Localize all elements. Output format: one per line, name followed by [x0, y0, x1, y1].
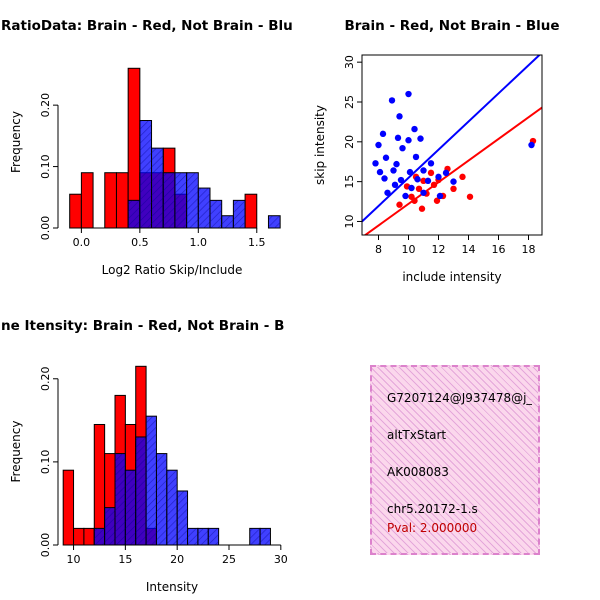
intensity-scatter-panel: 8 10 12 14 16 18 10 15 20 25 30 include intensity sk… — [300, 0, 600, 300]
svg-text:0.00: 0.00 — [39, 533, 52, 558]
svg-text:15: 15 — [343, 175, 356, 189]
svg-text:include intensity: include intensity — [402, 270, 501, 284]
svg-text:0.10: 0.10 — [39, 154, 52, 179]
svg-text:0.10: 0.10 — [39, 450, 52, 475]
svg-text:ne Itensity: Brain - Red, Not: ne Itensity: Brain - Red, Not Brain - B — [1, 318, 284, 334]
svg-text:Log2 Ratio Skip/Include: Log2 Ratio Skip/Include — [102, 263, 243, 277]
gene-info-panel: G7207124@J937478@j_ altTxStart AK008083 … — [300, 300, 600, 600]
gene-id-text: G7207124@J937478@j_ — [387, 391, 532, 405]
accession-text: AK008083 — [387, 465, 449, 479]
svg-text:Brain - Red, Not Brain - Blue: Brain - Red, Not Brain - Blue — [344, 18, 559, 34]
svg-text:12: 12 — [432, 243, 446, 256]
svg-text:RatioData: Brain - Red, Not Br: RatioData: Brain - Red, Not Brain - Blu — [1, 18, 293, 34]
intensity-scatter-chart: 8 10 12 14 16 18 10 15 20 25 30 include intensity sk… — [313, 18, 560, 284]
svg-text:20: 20 — [170, 553, 184, 566]
ratio-histogram-panel: 0.0 0.5 1.0 1.5 0.00 0.10 0.20 Log2 Ratio Skip/… — [0, 0, 300, 300]
chromosome-location-text: chr5.20172-1.s — [387, 502, 478, 516]
pval-text: Pval: 2.000000 — [387, 521, 478, 535]
svg-text:10: 10 — [343, 214, 356, 228]
svg-text:14: 14 — [462, 243, 476, 256]
svg-text:0.0: 0.0 — [73, 236, 91, 249]
svg-text:0.00: 0.00 — [39, 216, 52, 241]
svg-text:skip intensity: skip intensity — [313, 105, 327, 185]
svg-text:Frequency: Frequency — [9, 111, 23, 173]
svg-text:16: 16 — [492, 243, 506, 256]
gene-intensity-histogram-chart: 10 15 20 25 30 0.00 0.10 0.20 Intensity Frequency… — [1, 318, 288, 594]
svg-text:15: 15 — [118, 553, 132, 566]
svg-text:30: 30 — [343, 55, 356, 69]
svg-text:25: 25 — [222, 553, 236, 566]
svg-text:20: 20 — [343, 135, 356, 149]
svg-text:0.20: 0.20 — [39, 367, 52, 392]
svg-text:1.0: 1.0 — [190, 236, 208, 249]
svg-text:25: 25 — [343, 95, 356, 109]
svg-text:10: 10 — [402, 243, 416, 256]
gene-intensity-histogram-panel: 10 15 20 25 30 0.00 0.10 0.20 Intensity Frequency… — [0, 300, 300, 600]
svg-text:1.5: 1.5 — [248, 236, 266, 249]
event-type-text: altTxStart — [387, 428, 447, 442]
gene-info-box: G7207124@J937478@j_ altTxStart AK008083 … — [370, 365, 540, 555]
svg-text:18: 18 — [522, 243, 536, 256]
svg-text:10: 10 — [67, 553, 81, 566]
svg-text:Intensity: Intensity — [146, 580, 198, 594]
svg-text:Frequency: Frequency — [9, 421, 23, 483]
svg-text:30: 30 — [274, 553, 288, 566]
svg-text:0.20: 0.20 — [39, 93, 52, 118]
svg-text:8: 8 — [375, 243, 382, 256]
ratio-histogram-chart: 0.0 0.5 1.0 1.5 0.00 0.10 0.20 Log2 Ratio Skip/… — [1, 18, 293, 277]
svg-text:0.5: 0.5 — [131, 236, 149, 249]
